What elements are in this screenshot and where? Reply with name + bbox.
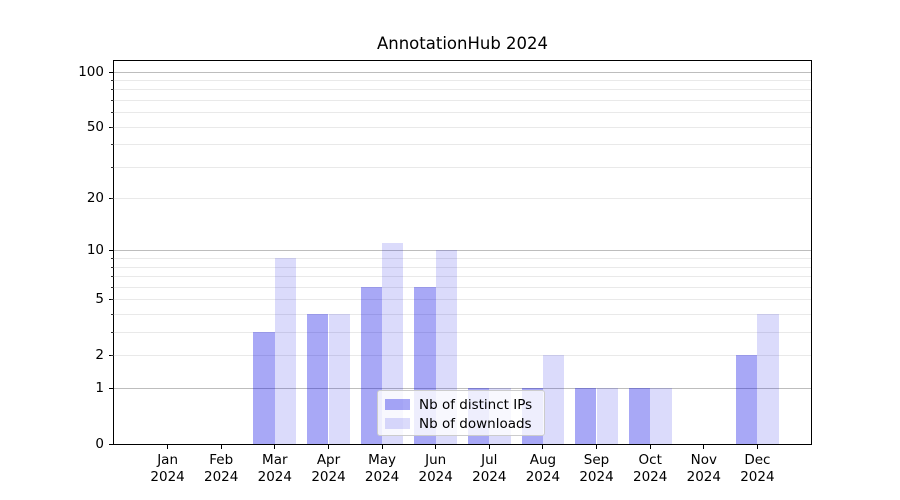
bar-nb-of-downloads-aug-2024 (542, 355, 565, 444)
y-tick-label-10: 10 (86, 242, 104, 259)
x-tick-mark-apr (328, 445, 329, 449)
bar-nb-of-distinct-ips-may-2024 (360, 286, 382, 444)
y-gridline-major-1 (114, 388, 811, 390)
x-tick-label-mar: Mar 2024 (257, 452, 292, 485)
bar-nb-of-distinct-ips-dec-2024 (735, 355, 758, 444)
x-tick-label-jun: Jun 2024 (418, 452, 453, 485)
y-tick-mark-10 (109, 250, 114, 252)
y-tick-label-50: 50 (86, 118, 104, 135)
y-tick-mark-minor-90 (111, 79, 114, 81)
bar-nb-of-downloads-dec-2024 (757, 314, 779, 444)
y-tick-mark-minor-3 (111, 332, 114, 334)
legend-label-distinct-ips: Nb of distinct IPs (419, 396, 533, 413)
y-gridline-minor-5 (114, 299, 811, 301)
y-tick-label-1: 1 (95, 380, 104, 397)
y-gridline-minor-3 (114, 332, 811, 334)
y-tick-label-0: 0 (95, 436, 104, 452)
legend-label-downloads: Nb of downloads (419, 415, 532, 432)
bar-nb-of-distinct-ips-apr-2024 (307, 314, 329, 444)
y-tick-mark-100 (109, 71, 114, 73)
x-tick-label-may: May 2024 (364, 452, 400, 485)
legend: Nb of distinct IPs Nb of downloads (377, 390, 545, 436)
y-gridline-major-10 (114, 250, 811, 252)
y-tick-label-5: 5 (95, 291, 104, 308)
y-tick-mark-1 (109, 388, 114, 390)
y-tick-mark-minor-30 (111, 166, 114, 168)
y-tick-mark-minor-6 (111, 286, 114, 288)
x-tick-label-aug: Aug 2024 (525, 452, 561, 485)
y-gridline-minor-70 (114, 99, 811, 101)
chart-title: AnnotationHub 2024 (376, 34, 549, 53)
y-tick-mark-minor-2 (111, 355, 114, 357)
bar-nb-of-downloads-oct-2024 (650, 388, 672, 444)
y-tick-label-100: 100 (78, 63, 104, 80)
bar-nb-of-distinct-ips-mar-2024 (253, 332, 275, 444)
x-tick-mark-nov (703, 445, 705, 449)
plot-area: Nb of distinct IPs Nb of downloads (113, 60, 812, 445)
y-gridline-minor-60 (114, 112, 811, 114)
legend-swatch-downloads (385, 418, 410, 429)
y-gridline-minor-4 (114, 314, 811, 316)
bar-nb-of-distinct-ips-sep-2024 (575, 388, 597, 444)
x-tick-label-jan: Jan 2024 (150, 452, 185, 485)
y-gridline-minor-9 (114, 258, 811, 260)
x-tick-mark-may (381, 445, 383, 449)
y-gridline-minor-30 (114, 166, 811, 168)
y-gridline-minor-7 (114, 276, 811, 278)
x-tick-label-sep: Sep 2024 (579, 452, 614, 485)
y-gridline-minor-90 (114, 79, 811, 81)
y-tick-mark-minor-7 (111, 276, 114, 278)
y-tick-mark-minor-60 (111, 112, 114, 114)
y-tick-mark-minor-5 (111, 299, 114, 301)
y-tick-mark-0 (109, 444, 114, 445)
legend-row-distinct-ips: Nb of distinct IPs (385, 395, 540, 414)
y-gridline-minor-80 (114, 89, 811, 91)
y-gridline-minor-50 (114, 126, 811, 128)
legend-swatch-distinct-ips (385, 399, 410, 410)
x-tick-mark-jul (488, 445, 490, 449)
x-tick-label-jul: Jul 2024 (472, 452, 507, 485)
x-tick-mark-oct (649, 445, 651, 449)
y-tick-mark-minor-20 (111, 198, 114, 200)
y-tick-mark-minor-8 (111, 266, 114, 268)
y-tick-mark-minor-80 (111, 89, 114, 91)
y-gridline-minor-20 (114, 198, 811, 200)
y-tick-mark-minor-70 (111, 99, 114, 101)
y-tick-mark-minor-9 (111, 258, 114, 260)
y-gridline-minor-6 (114, 286, 811, 288)
x-tick-mark-aug (542, 445, 544, 449)
y-gridline-major-100 (114, 71, 811, 73)
x-tick-mark-dec (756, 445, 758, 449)
y-tick-label-20: 20 (86, 190, 104, 207)
y-gridline-minor-8 (114, 266, 811, 268)
y-tick-mark-minor-4 (111, 314, 114, 316)
x-tick-label-apr: Apr 2024 (311, 452, 346, 485)
y-tick-label-2: 2 (95, 347, 104, 364)
x-tick-label-dec: Dec 2024 (740, 452, 775, 485)
x-tick-mark-jun (435, 445, 437, 449)
x-tick-mark-feb (220, 445, 222, 449)
x-tick-mark-jan (167, 445, 169, 449)
x-tick-label-nov: Nov 2024 (686, 452, 721, 485)
legend-row-downloads: Nb of downloads (385, 414, 540, 433)
bar-nb-of-downloads-sep-2024 (596, 388, 618, 444)
bar-nb-of-downloads-mar-2024 (274, 258, 297, 444)
x-tick-mark-mar (274, 445, 276, 449)
x-tick-mark-sep (596, 445, 597, 449)
x-tick-label-feb: Feb 2024 (204, 452, 239, 485)
y-tick-mark-minor-40 (111, 144, 114, 146)
y-gridline-minor-2 (114, 355, 811, 357)
y-tick-mark-minor-50 (111, 126, 114, 128)
y-gridline-minor-40 (114, 144, 811, 146)
bar-nb-of-distinct-ips-oct-2024 (628, 388, 651, 444)
x-tick-label-oct: Oct 2024 (633, 452, 668, 485)
bar-nb-of-downloads-apr-2024 (328, 314, 350, 444)
